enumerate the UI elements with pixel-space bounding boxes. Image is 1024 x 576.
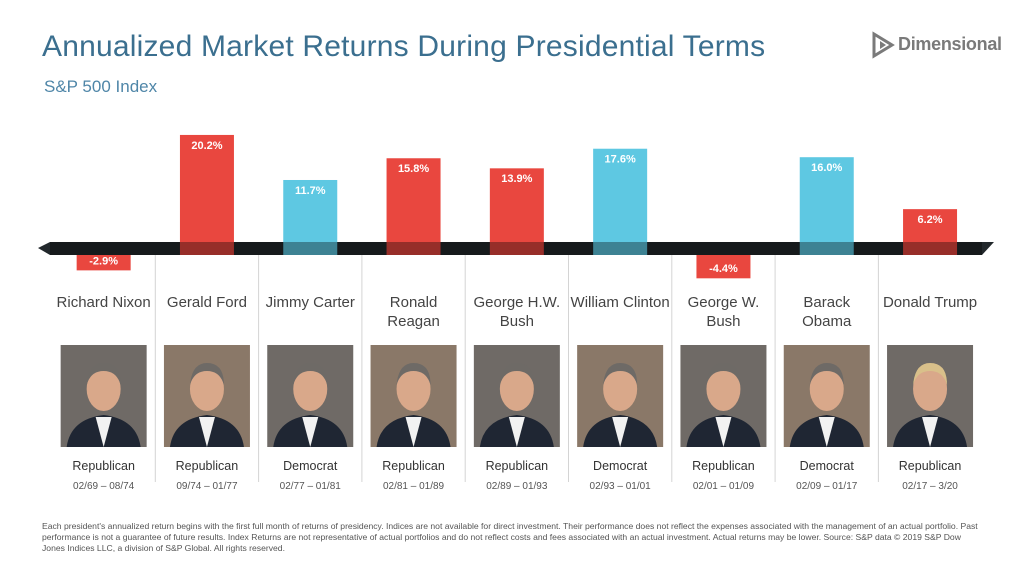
portrait: [163, 345, 250, 447]
portrait-face: [499, 367, 534, 411]
portrait-shirt: [302, 417, 319, 447]
value-label: 16.0%: [811, 162, 842, 174]
portrait-face: [603, 367, 638, 411]
portrait-hair: [706, 363, 741, 385]
term-dates: 09/74 – 01/77: [176, 481, 238, 492]
bar: [489, 168, 544, 255]
portrait-hair: [396, 363, 431, 385]
portrait: [783, 345, 870, 447]
title: Annualized Market Returns During Preside…: [42, 30, 766, 63]
portrait-face: [189, 367, 224, 411]
president-name: Gerald Ford: [166, 294, 247, 311]
portrait: [370, 345, 457, 447]
party: Republican: [485, 459, 549, 473]
bar: [593, 148, 648, 255]
portrait-shirt: [715, 417, 732, 447]
portrait: [473, 345, 560, 447]
portrait-face: [706, 367, 741, 411]
term-dates: 02/77 – 01/81: [279, 481, 341, 492]
portrait-face: [396, 367, 431, 411]
value-label: 11.7%: [295, 185, 326, 197]
term-dates: 02/09 – 01/17: [796, 481, 858, 492]
portrait-shirt: [95, 417, 112, 447]
portrait: [577, 345, 664, 447]
footnote: Each president's annualized return begin…: [42, 521, 978, 553]
president-name: William Clinton: [570, 294, 670, 311]
portrait-hair: [603, 363, 638, 385]
term-dates: 02/17 – 3/20: [902, 481, 958, 492]
portrait-hair: [913, 363, 948, 385]
bar: [283, 179, 338, 255]
portrait: [267, 345, 354, 447]
president-name: George W. Bush: [687, 294, 760, 330]
bar: [903, 209, 958, 255]
bar: [799, 157, 854, 255]
president-name: Donald Trump: [882, 294, 978, 311]
portrait-face: [913, 367, 948, 411]
portrait-face: [809, 367, 844, 411]
logo-icon: [872, 31, 895, 59]
band-shade: [50, 242, 982, 255]
portrait-hair: [809, 363, 844, 385]
party: Democrat: [593, 459, 648, 473]
value-label: 17.6%: [605, 154, 636, 166]
president-name: Richard Nixon: [56, 294, 151, 311]
party: Republican: [175, 459, 239, 473]
party: Republican: [382, 459, 445, 473]
term-dates: 02/93 – 01/01: [589, 481, 651, 492]
president-name: Barack Obama: [802, 294, 852, 330]
value-label: 20.2%: [191, 140, 222, 152]
portrait-hair: [86, 363, 121, 385]
bar: [696, 255, 751, 279]
term-dates: 02/81 – 01/89: [382, 481, 445, 492]
portrait-face: [86, 367, 121, 411]
portrait-face: [293, 367, 328, 411]
value-label: 6.2%: [918, 214, 943, 226]
term-dates: 02/89 – 01/93: [486, 481, 548, 492]
portrait-hair: [499, 363, 534, 385]
portrait-shirt: [198, 417, 215, 447]
president-name: Jimmy Carter: [265, 294, 355, 311]
party: Democrat: [799, 459, 854, 473]
term-dates: 02/69 – 08/74: [73, 481, 135, 492]
bar: [386, 158, 441, 255]
portrait: [60, 345, 147, 447]
portrait-shirt: [922, 417, 939, 447]
portrait-shirt: [508, 417, 525, 447]
term-dates: 02/01 – 01/09: [692, 481, 755, 492]
portrait-hair: [189, 363, 224, 385]
president-name: George H.W. Bush: [473, 294, 561, 330]
logo: Dimensional: [898, 34, 1002, 54]
portrait-shirt: [612, 417, 629, 447]
value-label: 15.8%: [398, 163, 429, 175]
bar: [76, 255, 131, 271]
value-label: -4.4%: [709, 263, 738, 275]
party: Republican: [72, 459, 135, 473]
portrait-hair: [293, 363, 328, 385]
portrait: [887, 345, 974, 447]
value-label: -2.9%: [89, 255, 118, 267]
party: Democrat: [283, 459, 338, 473]
bar: [179, 134, 234, 255]
subtitle: S&P 500 Index: [44, 77, 158, 96]
value-label: 13.9%: [501, 173, 532, 185]
portrait-shirt: [818, 417, 835, 447]
party: Republican: [692, 459, 755, 473]
portrait-shirt: [405, 417, 422, 447]
president-name: Ronald Reagan: [387, 294, 440, 330]
portrait: [680, 345, 767, 447]
party: Republican: [898, 459, 962, 473]
